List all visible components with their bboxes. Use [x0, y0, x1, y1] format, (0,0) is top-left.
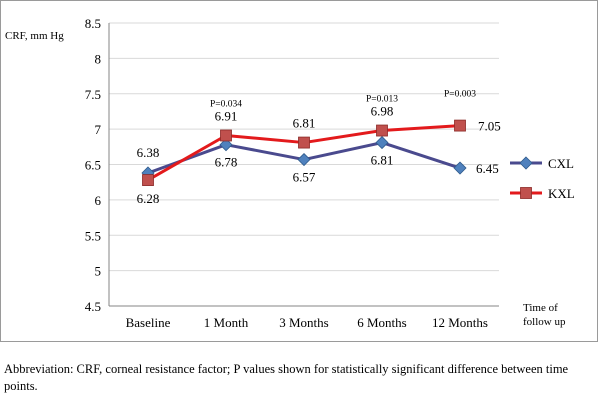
- y-tick-label: 5.5: [85, 228, 101, 243]
- data-label-kxl: 6.28: [137, 191, 160, 206]
- y-tick-label: 8: [95, 51, 102, 66]
- data-point-kxl: [142, 174, 154, 186]
- x-tick-label: 12 Months: [432, 315, 488, 330]
- p-value-label: P=0.003: [444, 90, 476, 100]
- legend-label-kxl: KXL: [548, 186, 575, 201]
- data-point-kxl: [376, 124, 388, 137]
- data-point-kxl: [220, 129, 232, 142]
- series-lines: [141, 119, 467, 186]
- x-tick-labels: Baseline 1 Month 3 Months 6 Months 12 Months: [126, 315, 488, 330]
- data-point-cxl: [453, 161, 467, 175]
- data-label-cxl: 6.57: [293, 170, 316, 185]
- p-value-label: P=0.034: [210, 99, 242, 109]
- y-tick-label: 7.5: [85, 87, 101, 102]
- data-label-cxl: 6.45: [476, 161, 499, 176]
- x-tick-label: 3 Months: [279, 315, 328, 330]
- x-tick-label: Baseline: [126, 315, 171, 330]
- data-label-kxl: 7.05: [478, 119, 501, 134]
- p-value-annotations: P=0.034 P=0.013 P=0.003: [210, 90, 476, 110]
- y-tick-label: 7: [95, 122, 102, 137]
- y-tick-label: 4.5: [85, 299, 101, 314]
- x-axis-title-line-2: follow up: [523, 316, 566, 328]
- x-axis-title-line-1: Time of: [523, 302, 558, 314]
- legend-marker-kxl: [520, 187, 532, 199]
- p-value-label: P=0.013: [366, 95, 398, 105]
- data-label-cxl: 6.78: [215, 155, 238, 170]
- y-tick-label: 5: [95, 264, 102, 279]
- data-point-cxl: [297, 152, 311, 167]
- axes: [108, 23, 499, 307]
- legend-marker-cxl: [519, 156, 533, 170]
- y-tick-label: 8.5: [85, 16, 101, 31]
- x-tick-label: 1 Month: [204, 315, 249, 330]
- data-point-cxl: [375, 136, 389, 150]
- data-label-cxl: 6.38: [137, 145, 160, 160]
- chart-frame: 4.5 5 5.5 6 6.5 7 7.5 8 8.5 Baseline 1 Month 3 Mon…: [0, 0, 598, 342]
- y-tick-label: 6.5: [85, 158, 101, 173]
- legend: CXL KXL: [510, 156, 575, 201]
- y-tick-labels: 4.5 5 5.5 6 6.5 7 7.5 8 8.5: [85, 16, 102, 314]
- data-point-kxl: [298, 136, 310, 149]
- data-labels: 6.38 6.78 6.57 6.81 6.45 6.28 6.91 6.81 6.98 7.05: [137, 104, 501, 207]
- y-axis-title: CRF, mm Hg: [5, 30, 64, 42]
- line-chart: 4.555.566.577.588.5 Baseline 1 Month 3 Mon…: [5, 16, 575, 330]
- data-label-kxl: 6.81: [293, 116, 316, 131]
- data-label-cxl: 6.81: [371, 153, 394, 168]
- data-point-cxl: [219, 138, 233, 152]
- figure-caption: Abbreviation: CRF, corneal resistance fa…: [4, 362, 569, 393]
- data-point-kxl: [454, 119, 466, 132]
- x-tick-label: 6 Months: [357, 315, 406, 330]
- y-tick-label: 6: [95, 193, 102, 208]
- legend-label-cxl: CXL: [548, 156, 574, 171]
- data-label-kxl: 6.91: [215, 108, 238, 123]
- data-label-kxl: 6.98: [371, 104, 394, 119]
